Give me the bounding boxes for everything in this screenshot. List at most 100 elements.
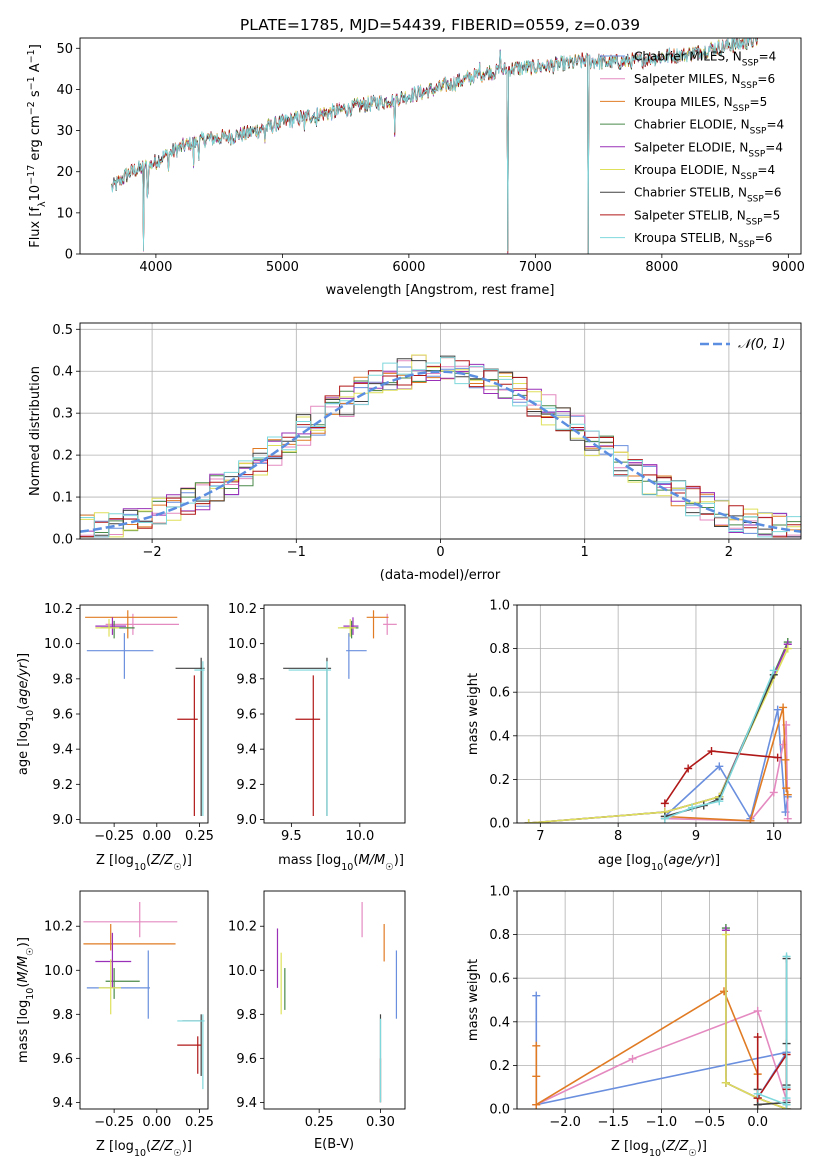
legend-label: Salpeter ELODIE, NSSP=4 bbox=[634, 140, 783, 159]
axes-frame bbox=[263, 604, 406, 824]
x-tick-label: −1.5 bbox=[597, 1115, 629, 1130]
mass-vs-ebv-panel: 0.25 0.30 9.4 9.6 9.8 10.0 10.2 E(B-V) bbox=[228, 890, 406, 1152]
x-tick-label: −1 bbox=[287, 545, 306, 560]
plot-content bbox=[276, 902, 398, 1103]
legend-label: 𝒩(0, 1) bbox=[738, 337, 785, 352]
y-tick-label: 50 bbox=[56, 42, 73, 57]
x-tick-label: −0.25 bbox=[94, 1115, 134, 1130]
plot-area bbox=[517, 605, 801, 823]
legend-label: Kroupa ELODIE, NSSP=4 bbox=[634, 163, 775, 182]
y-tick-label: 1.0 bbox=[489, 599, 510, 614]
y-tick-label: 9.6 bbox=[52, 708, 73, 723]
point-marker bbox=[688, 803, 697, 812]
x-tick-label: 1 bbox=[581, 545, 589, 560]
legend-label: Chabrier MILES, NSSP=4 bbox=[634, 50, 776, 69]
y-tick-label: 9.4 bbox=[52, 1096, 73, 1111]
point-marker bbox=[782, 1083, 791, 1092]
point-marker bbox=[783, 790, 792, 799]
x-axis-label: wavelength [Angstrom, rest frame] bbox=[326, 283, 555, 298]
x-tick-label: 9.5 bbox=[281, 829, 302, 844]
axes-frame bbox=[79, 604, 209, 824]
figure-title: PLATE=1785, MJD=54439, FIBERID=0559, z=0… bbox=[240, 16, 640, 34]
point-marker bbox=[628, 1054, 637, 1063]
y-tick-label: 10.0 bbox=[228, 964, 257, 979]
point-marker bbox=[707, 747, 716, 756]
mass-weight-vs-metallicity-panel: −2.0 −1.5 −1.0 −0.5 0.0 0.0 0.2 0.4 0.6 0.8 1.0 Z [… bbox=[466, 885, 802, 1159]
y-axis-label: mass [log10(M/M☉)] bbox=[16, 937, 36, 1063]
point-marker bbox=[746, 816, 755, 823]
x-tick-label: −0.5 bbox=[694, 1115, 726, 1130]
point-marker bbox=[753, 1006, 762, 1015]
x-tick-label: 0.00 bbox=[142, 829, 171, 844]
x-tick-label: 8000 bbox=[645, 260, 678, 275]
point-marker bbox=[524, 819, 533, 823]
point-marker bbox=[532, 1072, 541, 1081]
point-marker bbox=[779, 703, 788, 712]
residual-histogram-panel: −2 −1 0 1 2 0.0 0.1 0.2 0.3 0.4 0.5 𝒩(0, 1) (data-mo… bbox=[28, 322, 802, 583]
x-tick-label: 0.0 bbox=[747, 1115, 768, 1130]
mass-vs-metallicity-panel: −0.25 0.00 0.25 9.4 9.6 9.8 10.0 10.2 Z [log10(Z… bbox=[16, 890, 214, 1159]
x-tick-label: 0.30 bbox=[366, 1115, 395, 1130]
plot-area bbox=[517, 891, 801, 1109]
point-marker bbox=[783, 644, 792, 653]
x-tick-label: 0.25 bbox=[185, 1115, 214, 1130]
y-tick-label: 10 bbox=[56, 206, 73, 221]
legend-label: Chabrier STELIB, NSSP=6 bbox=[634, 186, 782, 205]
point-marker bbox=[532, 1041, 541, 1050]
legend-label: Salpeter STELIB, NSSP=5 bbox=[634, 208, 780, 227]
y-tick-label: 0.4 bbox=[489, 1015, 510, 1030]
x-tick-label: 0 bbox=[436, 545, 444, 560]
point-marker bbox=[781, 755, 790, 764]
x-tick-label: −2.0 bbox=[549, 1115, 581, 1130]
axes-frame bbox=[516, 890, 802, 1110]
point-marker bbox=[773, 705, 782, 714]
y-tick-label: 0.5 bbox=[52, 323, 73, 338]
plot-content bbox=[80, 354, 801, 538]
y-tick-label: 10.2 bbox=[44, 920, 73, 935]
y-axis-label: mass weight bbox=[466, 959, 481, 1041]
point-marker bbox=[684, 764, 693, 773]
y-tick-label: 9.6 bbox=[236, 1052, 257, 1067]
plot-area bbox=[264, 605, 405, 823]
x-tick-label: 10.0 bbox=[345, 829, 374, 844]
x-axis-label: (data-model)/error bbox=[380, 568, 501, 583]
y-axis-label: age [log10(age/yr)] bbox=[16, 653, 36, 775]
y-tick-label: 0.2 bbox=[489, 1059, 510, 1074]
y-tick-label: 40 bbox=[56, 83, 73, 98]
x-tick-label: −1.0 bbox=[646, 1115, 678, 1130]
mass-weight-vs-age-panel: 7 8 9 10 0.0 0.2 0.4 0.6 0.8 1.0 age [log10(age/yr… bbox=[466, 599, 802, 873]
axes-frame bbox=[516, 604, 802, 824]
y-tick-label: 9.8 bbox=[52, 1008, 73, 1023]
y-tick-label: 0.0 bbox=[52, 533, 73, 548]
axes-frame bbox=[79, 322, 802, 540]
plot-content bbox=[524, 638, 792, 823]
y-tick-label: 0.8 bbox=[489, 642, 510, 657]
histogram-step bbox=[80, 363, 801, 538]
x-axis-label: Z [log10(Z/Z☉)] bbox=[611, 1139, 707, 1159]
axes-frame bbox=[79, 37, 802, 255]
axes-frame bbox=[263, 890, 406, 1110]
point-marker bbox=[769, 666, 778, 675]
point-marker bbox=[532, 1100, 541, 1109]
y-tick-label: 0.2 bbox=[52, 449, 73, 464]
x-axis-label: Z [log10(Z/Z☉)] bbox=[96, 853, 192, 873]
y-tick-label: 0.6 bbox=[489, 686, 510, 701]
x-tick-label: 0.25 bbox=[185, 829, 214, 844]
mass-weight-line bbox=[664, 750, 778, 804]
y-tick-label: 0 bbox=[65, 248, 73, 263]
y-tick-label: 0.1 bbox=[52, 491, 73, 506]
plot-area bbox=[80, 38, 801, 254]
y-tick-label: 10.2 bbox=[228, 920, 257, 935]
mass-weight-line bbox=[664, 670, 775, 820]
y-tick-label: 0.0 bbox=[489, 1103, 510, 1118]
plot-area bbox=[264, 891, 405, 1109]
y-tick-label: 0.4 bbox=[52, 365, 73, 380]
y-tick-label: 9.4 bbox=[52, 743, 73, 758]
plot-area bbox=[80, 605, 208, 823]
plot-content bbox=[532, 924, 791, 1109]
plot-content bbox=[83, 902, 205, 1090]
legend-label: Chabrier ELODIE, NSSP=4 bbox=[634, 118, 784, 137]
y-tick-label: 0.6 bbox=[489, 972, 510, 987]
y-tick-label: 9.2 bbox=[236, 778, 257, 793]
